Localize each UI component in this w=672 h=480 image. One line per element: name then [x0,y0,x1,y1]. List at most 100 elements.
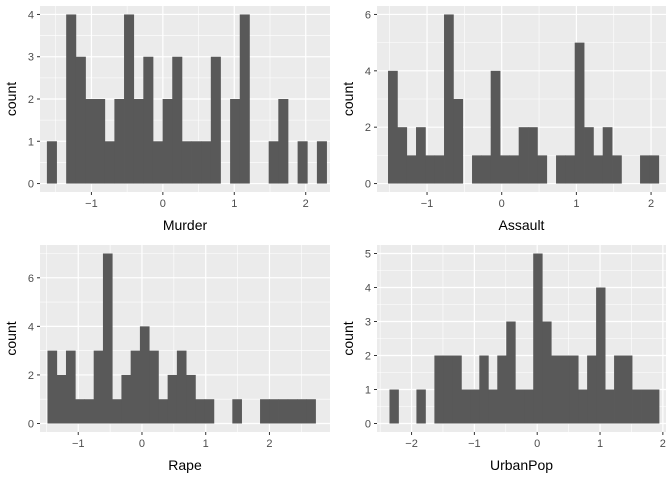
panel-assault: −1 0 1 2 0 2 4 6 Assault count [340,6,666,233]
x-tick-label: −1 [468,438,481,450]
x-tick-label: −2 [405,438,418,450]
histogram-bar [85,99,96,184]
y-tick-label: 0 [28,179,34,191]
histogram-bar [143,56,154,184]
histogram-bar [201,141,212,184]
x-tick-label: 0 [499,198,505,210]
histogram-bar [509,155,520,184]
histogram-bar [434,355,444,424]
histogram-bar [181,141,192,184]
x-axis-title: UrbanPop [490,457,553,473]
x-axis-title: Rape [168,457,202,473]
histogram-bar [172,56,183,184]
histogram-bar [230,99,241,184]
histogram-bar [297,141,308,184]
histogram-bar [47,350,58,424]
y-tick-label: 2 [365,122,371,134]
histogram-bar [95,99,106,184]
y-tick-label: 6 [28,273,34,285]
histogram-bar [278,399,289,424]
x-tick-label: 0 [534,438,540,450]
histogram-bar [306,399,316,424]
histogram-bar [574,42,585,184]
histogram-bar [397,127,408,184]
histogram-bar [632,389,642,424]
histogram-bar [287,399,298,424]
histogram-bar [56,374,67,424]
histogram-bar [565,155,576,184]
x-tick-label: 1 [597,438,603,450]
histogram-bar [612,155,622,184]
y-tick-label: 3 [365,317,371,329]
x-tick-label: 1 [203,438,209,450]
histogram-bar [139,326,150,424]
histogram-bar [461,389,471,424]
y-tick-label: 2 [28,370,34,382]
histogram-bar [479,355,489,424]
histogram-bar [488,389,498,424]
histogram-bar [75,56,86,184]
histogram-bar [210,56,221,184]
y-tick-label: 4 [365,66,371,78]
histogram-bar [453,99,464,184]
y-tick-label: 0 [365,179,371,191]
histogram-bar [93,350,104,424]
x-tick-label: 2 [648,198,654,210]
histogram-bar [121,374,132,424]
histogram-bar [623,355,633,424]
panel-urbanpop: −2 −1 0 1 2 0 1 2 3 4 5 UrbanPop count [340,245,666,473]
histogram-bar [560,355,570,424]
histogram-bar [533,253,543,424]
histogram-bar [640,155,650,184]
y-tick-label: 3 [28,52,34,64]
x-tick-label: 1 [231,198,237,210]
histogram-bar [268,141,279,184]
histogram-bar [152,141,164,184]
y-axis-title: count [3,321,19,355]
histogram-bar [389,389,399,424]
histogram-bar [542,321,552,424]
histogram-bar [537,155,548,184]
x-tick-label: −1 [72,438,85,450]
histogram-bar [260,399,270,424]
x-tick-label: −1 [85,198,98,210]
y-tick-label: 1 [365,385,371,397]
histogram-bar [602,127,613,184]
x-tick-label: 2 [266,438,272,450]
histogram-bar [443,355,453,424]
y-tick-label: 6 [365,9,371,21]
histogram-bar [515,389,525,424]
histogram-bar [104,141,115,184]
histogram-bar [416,389,426,424]
histogram-bar [269,399,279,424]
histogram-bar [232,399,242,424]
histogram-bar [569,355,579,424]
histogram-bar [75,399,85,424]
histogram-bar [584,127,594,184]
histogram-bar [124,14,135,184]
y-tick-label: 2 [365,351,371,363]
panel-murder: −1 0 1 2 0 1 2 3 4 Murder count [3,6,330,233]
histogram-bar [452,355,462,424]
y-tick-label: 4 [365,283,371,295]
histogram-bar [472,155,482,184]
histogram-bar [167,374,178,424]
histogram-bar [490,70,501,184]
histogram-bar [130,350,141,424]
histogram-bar [425,155,436,184]
histogram-bar [578,389,588,424]
histogram-bar [133,99,144,184]
histogram-bar [481,155,492,184]
histogram-bar [551,355,561,424]
histogram-bar [650,389,660,424]
histogram-bar [649,155,660,184]
histogram-bar [316,141,327,184]
histogram-bar [444,14,454,184]
x-axis-title: Murder [163,217,208,233]
histogram-bar [204,399,215,424]
histogram-bar [278,99,289,184]
histogram-bar [556,155,566,184]
x-tick-label: 0 [160,198,166,210]
histogram-bar [297,399,307,424]
panel-rape: −1 0 1 2 0 2 4 6 Rape count [3,245,330,473]
